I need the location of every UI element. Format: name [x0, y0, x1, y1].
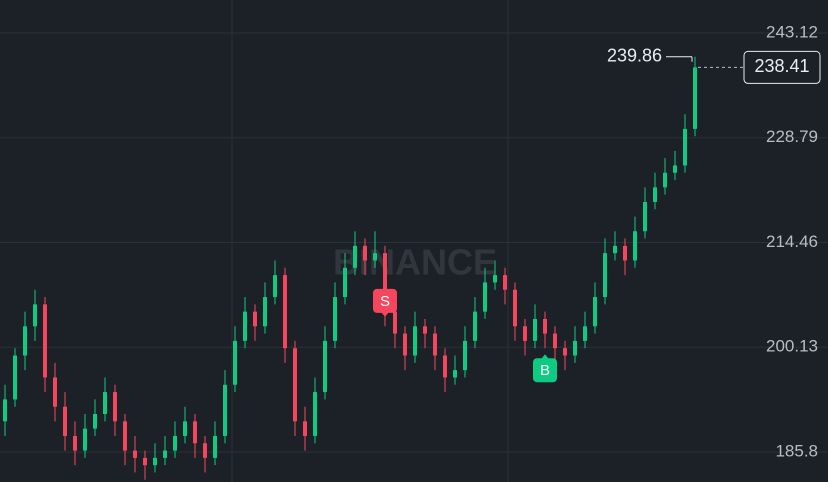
candle-body	[613, 245, 617, 254]
candle-body	[423, 326, 427, 334]
candle-body	[463, 340, 467, 371]
candle-body	[303, 421, 307, 436]
candle-body	[563, 348, 567, 356]
candle-body	[283, 275, 287, 349]
trade-marker: S	[373, 288, 397, 317]
candle-body	[483, 282, 487, 312]
candle-body	[243, 311, 247, 341]
y-tick-label: 243.12	[766, 22, 818, 41]
candle-body	[533, 318, 537, 341]
candle-body	[293, 348, 297, 422]
candle-body	[263, 297, 267, 327]
candle-body	[143, 457, 147, 466]
last-price-box	[743, 50, 821, 84]
candle-body	[103, 392, 107, 415]
candle-body	[433, 333, 437, 356]
candle-body	[553, 333, 557, 349]
candle-body	[543, 318, 547, 334]
candle-body	[83, 428, 87, 451]
candle-body	[343, 267, 347, 298]
candle-body	[193, 421, 197, 444]
candle-body	[53, 377, 57, 407]
candle-body	[523, 326, 527, 341]
candle-body	[43, 304, 47, 378]
candle-body	[223, 384, 227, 436]
candle-body	[333, 297, 337, 341]
marker-badge	[373, 288, 397, 313]
candle-body	[183, 421, 187, 436]
trade-marker: B	[533, 354, 557, 383]
candle-body	[163, 450, 167, 458]
marker-pointer	[541, 354, 549, 360]
candle-body	[583, 326, 587, 341]
candle-body	[113, 392, 117, 422]
y-tick-label: 214.46	[766, 232, 818, 251]
candle-body	[493, 275, 497, 283]
candle-body	[413, 326, 417, 356]
candle-body	[573, 340, 577, 356]
high-label: 239.86	[607, 46, 662, 66]
candle-body	[653, 187, 657, 202]
candle-body	[673, 165, 677, 173]
candle-body	[3, 399, 7, 422]
marker-badge	[533, 358, 557, 383]
candle-body	[473, 311, 477, 341]
candle-body	[73, 435, 77, 451]
candle-body	[213, 435, 217, 458]
candle-body	[23, 326, 27, 356]
candle-body	[683, 128, 687, 166]
marker-label: B	[540, 362, 550, 379]
candle-body	[253, 311, 257, 327]
candle-body	[643, 201, 647, 232]
candle-body	[373, 253, 377, 261]
candle-body	[233, 340, 237, 385]
y-tick-label: 228.79	[766, 127, 818, 146]
candle-body	[663, 172, 667, 188]
candle-body	[153, 457, 157, 466]
candle-body	[513, 289, 517, 327]
candle-body	[13, 355, 17, 400]
candle-body	[203, 443, 207, 458]
marker-label: S	[380, 293, 390, 310]
candle-body	[603, 253, 607, 298]
candle-body	[63, 406, 67, 436]
candle-body	[133, 450, 137, 458]
watermark: BINANCE	[333, 242, 497, 283]
candle-body	[313, 392, 317, 436]
candle-body	[403, 333, 407, 356]
last-price-label: 238.41	[754, 56, 809, 76]
candle-body	[323, 340, 327, 393]
candle-body	[503, 275, 507, 290]
candle-body	[173, 435, 177, 451]
candle-body	[363, 245, 367, 261]
candle-body	[443, 355, 447, 378]
candle-body	[353, 245, 357, 268]
candle-body	[633, 231, 637, 261]
candle-body	[383, 253, 387, 312]
candle-body	[393, 311, 397, 334]
candle-body	[33, 304, 37, 327]
y-tick-label: 185.8	[775, 442, 818, 461]
candle-body	[93, 414, 97, 429]
candle-body	[593, 297, 597, 327]
candle-body	[693, 67, 697, 129]
y-tick-label: 200.13	[766, 337, 818, 356]
candle-body	[123, 421, 127, 451]
candle-body	[453, 370, 457, 378]
marker-pointer	[381, 311, 389, 317]
candle-body	[623, 245, 627, 261]
candle-body	[273, 275, 277, 298]
